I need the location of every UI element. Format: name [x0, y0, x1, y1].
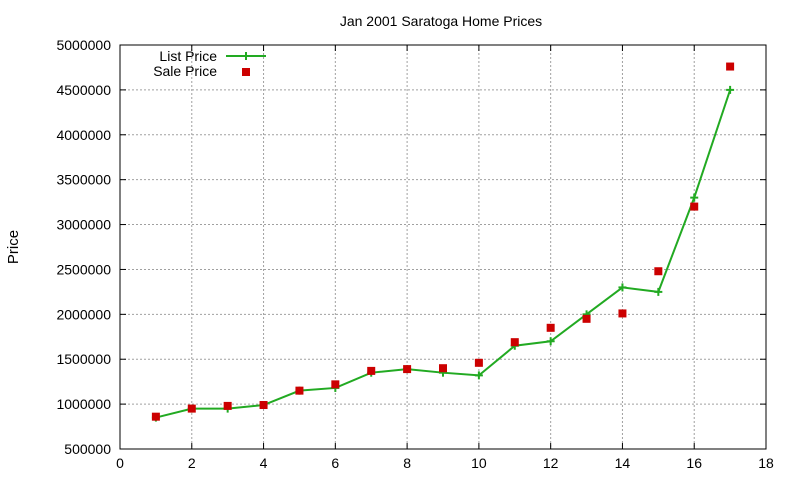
- sale-price-point: [474, 358, 483, 367]
- sale-price-point: [367, 366, 376, 375]
- y-tick-label: 3500000: [56, 172, 111, 188]
- sale-price-point: [295, 386, 304, 395]
- y-tick-label: 2000000: [56, 306, 111, 322]
- list-price-point: [546, 337, 555, 346]
- y-tick-label: 1500000: [56, 351, 111, 367]
- x-tick-label: 14: [615, 455, 631, 471]
- list-price-point: [690, 193, 699, 202]
- sale-price-point: [187, 404, 196, 413]
- x-tick-label: 4: [260, 455, 268, 471]
- sale-price-point: [618, 309, 627, 318]
- chart-title: Jan 2001 Saratoga Home Prices: [340, 13, 542, 29]
- x-tick-label: 0: [116, 455, 124, 471]
- legend-key-sale-price: [242, 68, 250, 76]
- y-tick-label: 4000000: [56, 127, 111, 143]
- y-tick-label: 4500000: [56, 82, 111, 98]
- sale-price-point: [654, 267, 663, 276]
- list-price-point: [726, 85, 735, 94]
- y-tick-label: 1000000: [56, 396, 111, 412]
- sale-price-point: [582, 314, 591, 323]
- sale-price-point: [690, 202, 699, 211]
- y-tick-label: 2500000: [56, 261, 111, 277]
- x-tick-labels: 0 2 4 6 8 10 12 14 16 18: [116, 455, 774, 471]
- sale-price-point: [510, 338, 519, 347]
- legend-label-sale-price: Sale Price: [153, 63, 217, 79]
- y-tick-label: 5000000: [56, 37, 111, 53]
- axis-ticks: [119, 44, 767, 450]
- plot-frame: [119, 44, 767, 450]
- y-axis-title: Price: [5, 230, 22, 264]
- list-price-point: [618, 283, 627, 292]
- list-price-point: [474, 371, 483, 380]
- legend-label-list-price: List Price: [159, 48, 217, 64]
- list-price-point: [654, 287, 663, 296]
- x-tick-label: 16: [686, 455, 702, 471]
- y-tick-label: 3000000: [56, 217, 111, 233]
- legend-key-list-price: [226, 52, 266, 60]
- sale-price-point: [259, 401, 268, 410]
- series: [151, 62, 735, 422]
- sale-price-point: [151, 412, 160, 421]
- grid: [120, 45, 766, 449]
- x-tick-label: 6: [331, 455, 339, 471]
- x-tick-label: 12: [543, 455, 559, 471]
- x-tick-label: 2: [188, 455, 196, 471]
- x-tick-label: 8: [403, 455, 411, 471]
- x-tick-label: 10: [471, 455, 487, 471]
- y-tick-label: 500000: [64, 441, 111, 457]
- sale-price-point: [546, 323, 555, 332]
- x-tick-label: 18: [758, 455, 774, 471]
- sale-price-point: [223, 401, 232, 410]
- sale-price-point: [726, 62, 735, 71]
- legend-square-sale-price: [242, 68, 250, 76]
- legend: List Price Sale Price: [153, 48, 266, 79]
- sale-price-point: [439, 364, 447, 373]
- sale-price-point: [403, 365, 412, 374]
- sale-price-point: [331, 380, 340, 389]
- y-tick-labels: 500000 1000000 1500000 2000000 2500000 300000…: [56, 37, 111, 457]
